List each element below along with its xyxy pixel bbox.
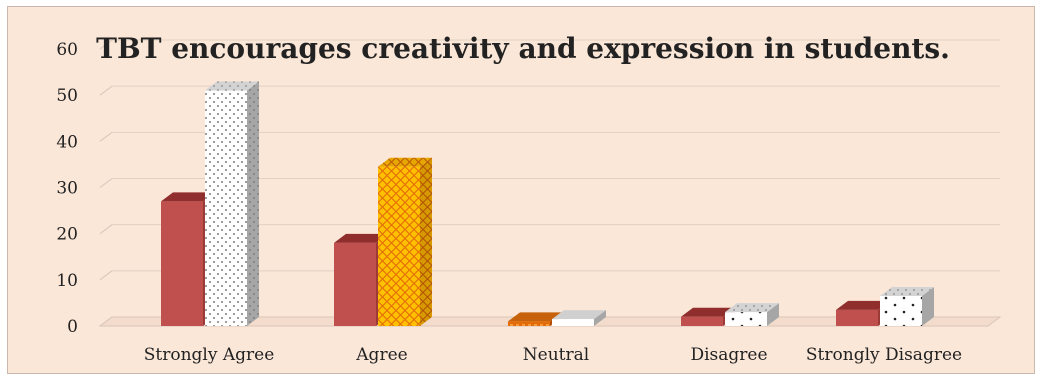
bar-series-2-4: [880, 286, 934, 326]
y-tick-label-60: 60: [56, 40, 78, 60]
bar-series-1-2-front: [508, 321, 550, 326]
bar-series-2-4-top: [880, 286, 934, 296]
bar-series-1-4-top: [836, 300, 890, 310]
bar-series-2-0: [205, 81, 259, 326]
bar-series-2-0-top: [205, 81, 259, 91]
y-tick-label-50: 50: [56, 86, 78, 106]
y-tick-label-10: 10: [56, 271, 78, 291]
bar-series-2-1: [378, 157, 432, 326]
gridline-depth-5: [99, 85, 113, 96]
bar-series-1-3-top: [681, 307, 735, 317]
bar-series-2-0-front: [205, 90, 247, 326]
bar-series-2-3-side: [767, 303, 779, 326]
y-tick-label-0: 0: [67, 317, 78, 337]
bar-series-2-4-side: [922, 286, 934, 326]
bar-series-2-2: [552, 310, 606, 326]
bar-series-2-4-front: [880, 295, 922, 326]
gridline-depth-4: [99, 131, 113, 142]
bar-series-1-4-front: [836, 309, 878, 326]
bar-series-2-1-top: [378, 157, 432, 167]
x-tick-label-4: Strongly Disagree: [806, 345, 962, 365]
bar-series-2-0-side: [247, 81, 259, 326]
y-tick-label-20: 20: [56, 225, 78, 245]
y-tick-label-30: 30: [56, 179, 78, 199]
x-tick-label-2: Neutral: [523, 345, 589, 365]
bar-series-2-3-top: [725, 303, 779, 313]
bar-series-2-3: [725, 303, 779, 326]
bar-series-2-1-side: [420, 157, 432, 326]
x-tick-label-3: Disagree: [690, 345, 767, 365]
x-tick-label-0: Strongly Agree: [144, 345, 275, 365]
bar-series-1-1-top: [334, 233, 388, 243]
bar-series-2-3-front: [725, 312, 767, 326]
bar-series-1-2-top: [508, 312, 562, 322]
gridline-depth-1: [99, 270, 113, 281]
bar-series-1-0-front: [161, 201, 203, 326]
bar-series-2-2-side: [594, 310, 606, 326]
gridline-depth-6: [99, 39, 113, 50]
bar-series-2-2-front: [552, 319, 594, 326]
chart-title: TBT encourages creativity and expression…: [96, 32, 950, 65]
bar-series-1-0-top: [161, 192, 215, 202]
bar-series-1-3-front: [681, 316, 723, 326]
bar-series-2-2-top: [552, 310, 606, 320]
gridline-depth-2: [99, 224, 113, 235]
x-tick-label-1: Agree: [355, 345, 407, 365]
bar-series-2-1-front: [378, 166, 420, 326]
gridline-depth-3: [99, 178, 113, 188]
bar-series-1-1-front: [334, 242, 376, 326]
y-tick-label-40: 40: [56, 132, 78, 152]
